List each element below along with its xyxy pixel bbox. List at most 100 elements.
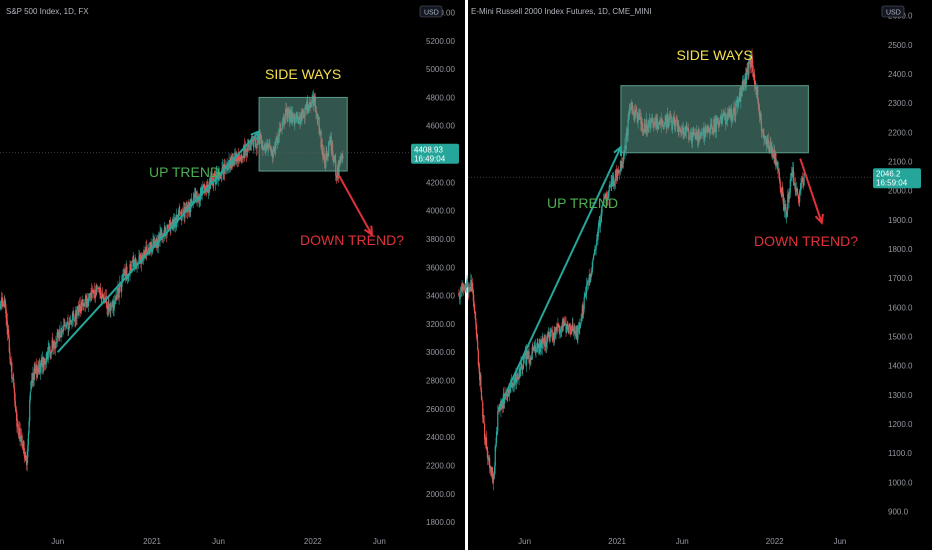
candle-body: [110, 305, 112, 312]
downtrend-arrow[interactable]: [337, 174, 373, 237]
candle-body: [237, 155, 239, 162]
candle-body: [774, 153, 776, 163]
price-axis[interactable]: 1800.00 2000.00 2200.00 2400.00 2600.00 2800.…: [419, 5, 455, 527]
candle-body: [752, 71, 754, 77]
candle-body: [53, 341, 55, 346]
candle-body: [240, 156, 242, 161]
candle-body: [782, 187, 784, 195]
price-tick-label: 4200.00: [426, 178, 455, 187]
candle-body: [537, 347, 540, 349]
downtrend-label: DOWN TREND?: [754, 233, 858, 249]
sideways-range-box[interactable]: [258, 96, 348, 172]
uptrend-arrow[interactable]: [56, 129, 261, 353]
candle-body: [785, 216, 788, 218]
candle-body: [2, 304, 5, 306]
candle-body: [213, 173, 215, 186]
candle-body: [486, 448, 488, 452]
candle-body: [38, 367, 40, 372]
candle-body: [462, 284, 464, 290]
candle-body: [190, 199, 192, 203]
candle-body: [61, 329, 63, 332]
candle-body: [502, 393, 504, 408]
candle-body: [1, 297, 3, 301]
candle-body: [468, 287, 470, 293]
candle-body: [36, 365, 38, 378]
sideways-range-box[interactable]: [620, 85, 809, 154]
uptrend-arrow[interactable]: [497, 144, 623, 410]
candle-body: [776, 161, 778, 166]
candle-body: [195, 191, 198, 199]
candle-body: [742, 80, 744, 87]
candle-body: [143, 251, 145, 259]
price-tick-label: 1000.0: [888, 478, 913, 487]
candle-body: [233, 163, 235, 165]
price-axis[interactable]: 900.0 1000.0 1100.0 1200.0 1300.0 1400.0 1500.…: [881, 5, 913, 517]
candle-body: [612, 176, 614, 180]
panel-divider[interactable]: [465, 0, 468, 550]
price-tick-label: 2200.0: [888, 128, 913, 137]
candle-body: [87, 298, 90, 306]
candle-body: [15, 411, 17, 414]
candle-body: [568, 325, 570, 334]
candle-body: [34, 368, 36, 374]
candle-body: [238, 155, 240, 161]
candle-body: [514, 377, 516, 386]
candle-body: [463, 286, 466, 291]
downtrend-arrow[interactable]: [799, 158, 824, 225]
time-axis[interactable]: Jun 2021 Jun 2022 Jun: [51, 537, 386, 546]
candle-body: [209, 176, 212, 189]
candle-body: [77, 306, 79, 308]
candle-body: [57, 332, 59, 337]
candle-body: [70, 320, 72, 322]
candle-body: [203, 184, 205, 189]
candle-body: [28, 421, 30, 433]
currency-chip[interactable]: [419, 5, 443, 18]
time-tick-label: Jun: [51, 537, 64, 546]
candle-body: [97, 287, 99, 289]
candle-body: [582, 305, 584, 315]
time-tick-label: 2022: [304, 537, 322, 546]
sp500-chart-panel[interactable]: S&P 500 Index, 1D, FX 1800.00 2000.00 2200…: [0, 5, 459, 546]
candle-body: [490, 466, 492, 476]
candle-body: [250, 143, 253, 145]
price-tick-label: 2300.0: [888, 99, 913, 108]
candle-body: [52, 340, 54, 348]
candle-body: [120, 282, 122, 292]
candle-body: [509, 392, 511, 394]
candle-body: [5, 308, 7, 318]
candle-body: [193, 197, 195, 201]
candle-body: [46, 352, 48, 354]
candle-body: [91, 290, 93, 299]
candle-body: [538, 342, 540, 348]
candle-body: [495, 431, 498, 444]
russell2000-chart-panel[interactable]: E-Mini Russell 2000 Index Futures, 1D, C…: [458, 5, 921, 546]
candle-body: [472, 290, 474, 302]
candle-body: [108, 302, 110, 310]
candle-body: [204, 192, 207, 194]
candle-body: [18, 433, 20, 439]
candle-body: [507, 394, 509, 397]
candle-body: [77, 306, 79, 316]
candle-body: [13, 387, 15, 394]
candle-body: [131, 261, 133, 273]
candle-body: [621, 162, 623, 169]
currency-chip[interactable]: [881, 5, 905, 18]
candle-body: [100, 297, 102, 300]
candle-body: [214, 174, 216, 178]
time-tick-label: Jun: [676, 537, 689, 546]
candle-body: [530, 357, 533, 360]
candle-body: [122, 274, 124, 279]
candle-body: [103, 296, 105, 299]
candle-body: [22, 443, 24, 447]
candle-body: [749, 58, 751, 64]
time-axis[interactable]: Jun 2021 Jun 2022 Jun: [518, 537, 846, 546]
candle-body: [596, 239, 598, 246]
candle-body: [24, 458, 26, 461]
candle-body: [613, 181, 615, 187]
price-tick-label: 2600.00: [426, 405, 455, 414]
price-tick-label: 2400.0: [888, 70, 913, 79]
candle-body: [31, 380, 33, 383]
price-tick-label: 1400.0: [888, 362, 913, 371]
candle-body: [62, 329, 64, 331]
candle-body: [567, 323, 569, 329]
